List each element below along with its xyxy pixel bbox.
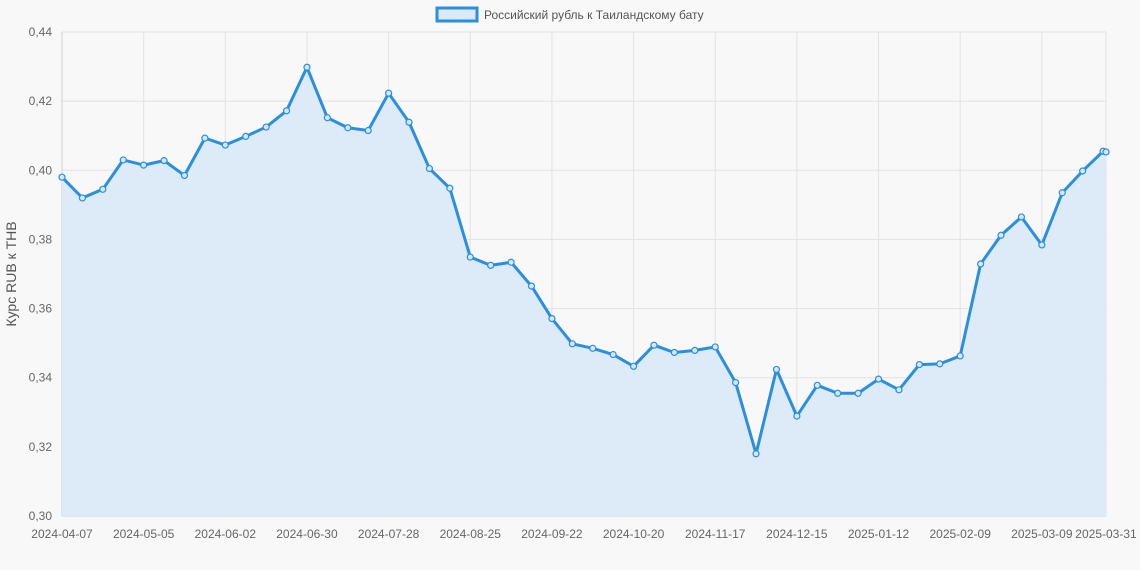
y-tick-label: 0,36: [29, 302, 53, 316]
data-point: [425, 164, 434, 173]
y-axis-title: Курс RUB к THB: [3, 221, 19, 326]
data-point: [1102, 148, 1110, 156]
x-tick-label: 2024-05-05: [113, 527, 175, 541]
x-tick-label: 2024-11-17: [685, 527, 746, 541]
data-point: [874, 375, 883, 383]
data-point: [813, 381, 821, 389]
x-tick-label: 2025-03-09: [1011, 527, 1073, 541]
data-point: [323, 114, 331, 122]
series-area: [62, 67, 1106, 516]
data-point: [201, 134, 209, 142]
data-point: [854, 389, 862, 397]
data-point: [405, 118, 413, 126]
x-tick-label: 2024-08-25: [440, 527, 502, 541]
x-tick-label: 2025-02-09: [929, 527, 991, 541]
x-tick-label: 2024-06-30: [276, 527, 338, 541]
data-point: [527, 282, 536, 290]
y-tick-label: 0,40: [29, 163, 53, 177]
y-axis-ticks: 0,30 0,32 0,34 0,36 0,38 0,40 0,42 0,44: [29, 25, 53, 523]
y-tick-label: 0,32: [29, 440, 53, 454]
x-tick-label: 2025-03-31: [1075, 527, 1137, 541]
legend-label[interactable]: Российский рубль к Таиландскому бату: [484, 8, 704, 22]
data-point: [78, 194, 87, 202]
data-point: [385, 89, 393, 97]
data-point: [180, 171, 189, 180]
x-tick-label: 2024-07-28: [358, 527, 420, 541]
data-point: [303, 63, 311, 71]
y-tick-label: 0,34: [29, 371, 53, 385]
data-point: [589, 344, 597, 352]
series-points-layer: [58, 63, 1110, 458]
data-point: [364, 126, 372, 135]
data-point: [670, 348, 679, 357]
x-tick-label: 2024-09-22: [521, 527, 583, 541]
data-point: [466, 253, 474, 261]
data-point: [568, 340, 576, 348]
data-point: [772, 365, 781, 374]
data-point: [262, 123, 270, 131]
data-point: [344, 124, 352, 132]
data-point: [1079, 167, 1087, 175]
data-point: [691, 346, 699, 355]
y-tick-label: 0,30: [29, 509, 53, 523]
data-point: [507, 258, 515, 266]
data-point: [446, 184, 454, 192]
data-point: [1017, 213, 1026, 221]
x-tick-label: 2024-10-20: [603, 527, 665, 541]
data-point: [977, 260, 985, 268]
legend[interactable]: Российский рубль к Таиландскому бату: [435, 6, 704, 23]
data-point: [834, 389, 842, 397]
y-tick-label: 0,38: [29, 232, 53, 246]
x-tick-label: 2024-04-07: [31, 527, 93, 541]
data-point: [221, 141, 229, 149]
x-tick-label: 2024-06-02: [195, 527, 257, 541]
data-point: [793, 412, 801, 420]
data-point: [160, 157, 168, 165]
data-point: [650, 341, 658, 349]
data-point: [915, 360, 923, 369]
data-point: [282, 107, 291, 115]
y-tick-label: 0,44: [29, 25, 53, 39]
data-point: [1038, 241, 1046, 249]
data-point: [711, 343, 719, 351]
data-point: [956, 352, 964, 360]
x-tick-label: 2024-12-15: [766, 527, 828, 541]
legend-swatch[interactable]: [435, 6, 479, 23]
data-point: [242, 132, 250, 141]
x-axis-ticks: 2024-04-07 2024-05-05 2024-06-02 2024-06-30…: [31, 527, 1137, 541]
y-tick-label: 0,42: [29, 94, 53, 108]
data-point: [752, 450, 760, 458]
data-point: [895, 386, 903, 394]
data-point: [119, 156, 127, 164]
data-point: [609, 350, 617, 359]
data-point: [732, 378, 740, 387]
data-point: [58, 173, 66, 181]
data-point: [140, 161, 148, 169]
data-point: [629, 362, 638, 370]
data-point: [487, 261, 495, 269]
data-point: [936, 360, 944, 368]
data-point: [99, 185, 107, 193]
data-point: [997, 231, 1005, 239]
data-point: [548, 314, 556, 323]
data-point: [1058, 189, 1066, 197]
x-tick-label: 2025-01-12: [848, 527, 910, 541]
